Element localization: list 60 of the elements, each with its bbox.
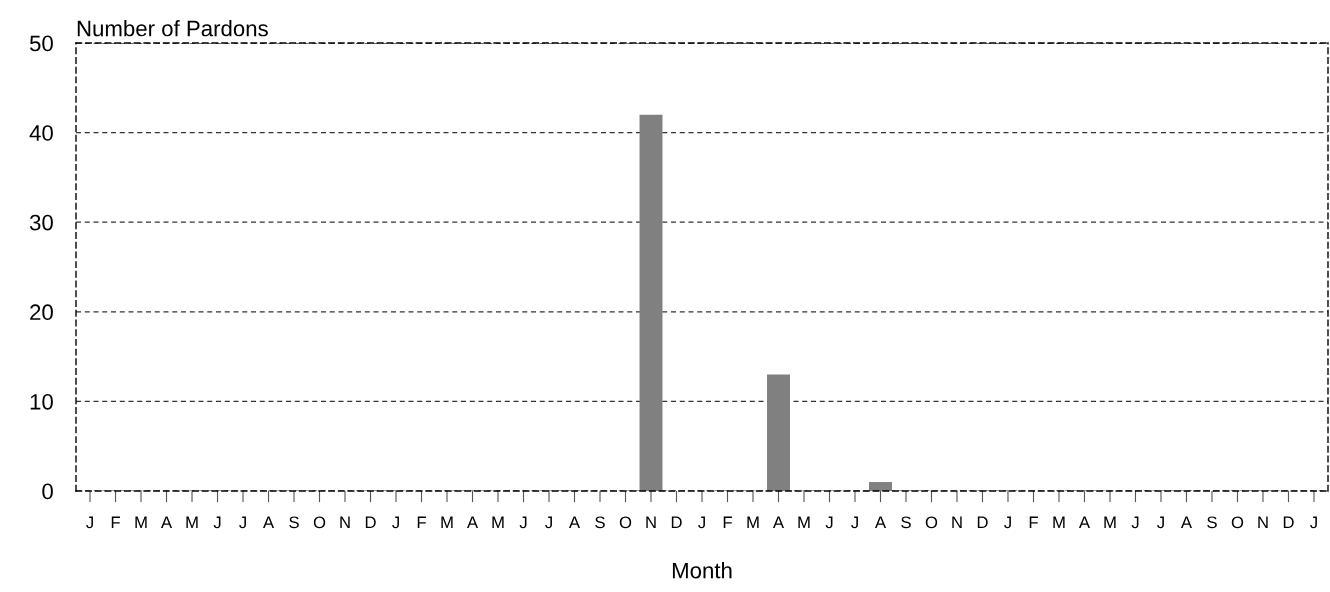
bar <box>639 114 663 491</box>
x-axis-title: Month <box>672 562 732 579</box>
x-tick-label: A <box>772 516 785 529</box>
x-tick-label: N <box>340 516 350 529</box>
x-tick-label: S <box>595 516 605 529</box>
x-tick-label: M <box>441 516 453 529</box>
x-tick-label: J <box>825 516 833 529</box>
x-tick-label: J <box>1310 516 1317 529</box>
y-tick-label: 50 <box>29 35 53 52</box>
x-tick-label: J <box>213 516 221 529</box>
x-tick-label: A <box>874 516 887 529</box>
x-tick-label: M <box>798 516 810 529</box>
x-tick-label: F <box>723 516 732 529</box>
bar <box>869 482 892 491</box>
x-tick-label: M <box>492 516 504 529</box>
x-tick-label: A <box>1180 516 1193 529</box>
x-tick-label: J <box>851 516 858 529</box>
x-tick-label: J <box>545 516 552 529</box>
x-tick-label: D <box>977 516 988 529</box>
x-tick-label: O <box>619 516 632 529</box>
x-tick-label: J <box>519 516 527 529</box>
x-tick-label: N <box>952 516 962 529</box>
x-tick-label: A <box>466 516 479 529</box>
x-tick-label: F <box>417 516 426 529</box>
x-tick-label: A <box>568 516 581 529</box>
x-tick-label: D <box>671 516 682 529</box>
x-tick-label: J <box>86 516 93 529</box>
x-tick-label: M <box>1053 516 1065 529</box>
x-tick-label: A <box>262 516 275 529</box>
x-tick-label: M <box>1104 516 1116 529</box>
x-tick-label: S <box>289 516 299 529</box>
y-tick-label: 0 <box>42 483 53 500</box>
x-tick-label: M <box>135 516 147 529</box>
x-tick-label: A <box>161 516 173 529</box>
y-tick-label: 30 <box>29 214 53 231</box>
x-tick-label: J <box>1004 516 1011 529</box>
x-tick-label: F <box>111 516 120 529</box>
y-tick-label: 10 <box>30 393 53 410</box>
x-tick-label: O <box>1231 516 1244 529</box>
bar <box>767 374 790 491</box>
x-tick-label: S <box>1207 516 1217 529</box>
x-tick-label: D <box>1283 516 1294 529</box>
x-tick-label: N <box>1258 516 1268 529</box>
x-tick-label: J <box>698 516 705 529</box>
x-tick-label: J <box>239 516 246 529</box>
x-tick-label: J <box>1131 516 1139 529</box>
y-tick-label: 40 <box>29 125 53 141</box>
x-tick-label: O <box>313 516 326 529</box>
y-axis-title: Number of Pardons <box>77 20 268 37</box>
x-tick-label: A <box>1078 516 1091 529</box>
x-tick-label: D <box>365 516 376 529</box>
x-tick-label: F <box>1029 516 1038 529</box>
x-tick-label: S <box>901 516 911 529</box>
x-tick-label: J <box>392 516 399 529</box>
x-tick-label: M <box>747 516 759 529</box>
x-tick-label: N <box>646 516 656 529</box>
y-tick-label: 20 <box>30 304 53 321</box>
x-tick-label: O <box>925 516 938 529</box>
x-tick-label: J <box>1157 516 1164 529</box>
x-tick-label: M <box>186 516 198 529</box>
